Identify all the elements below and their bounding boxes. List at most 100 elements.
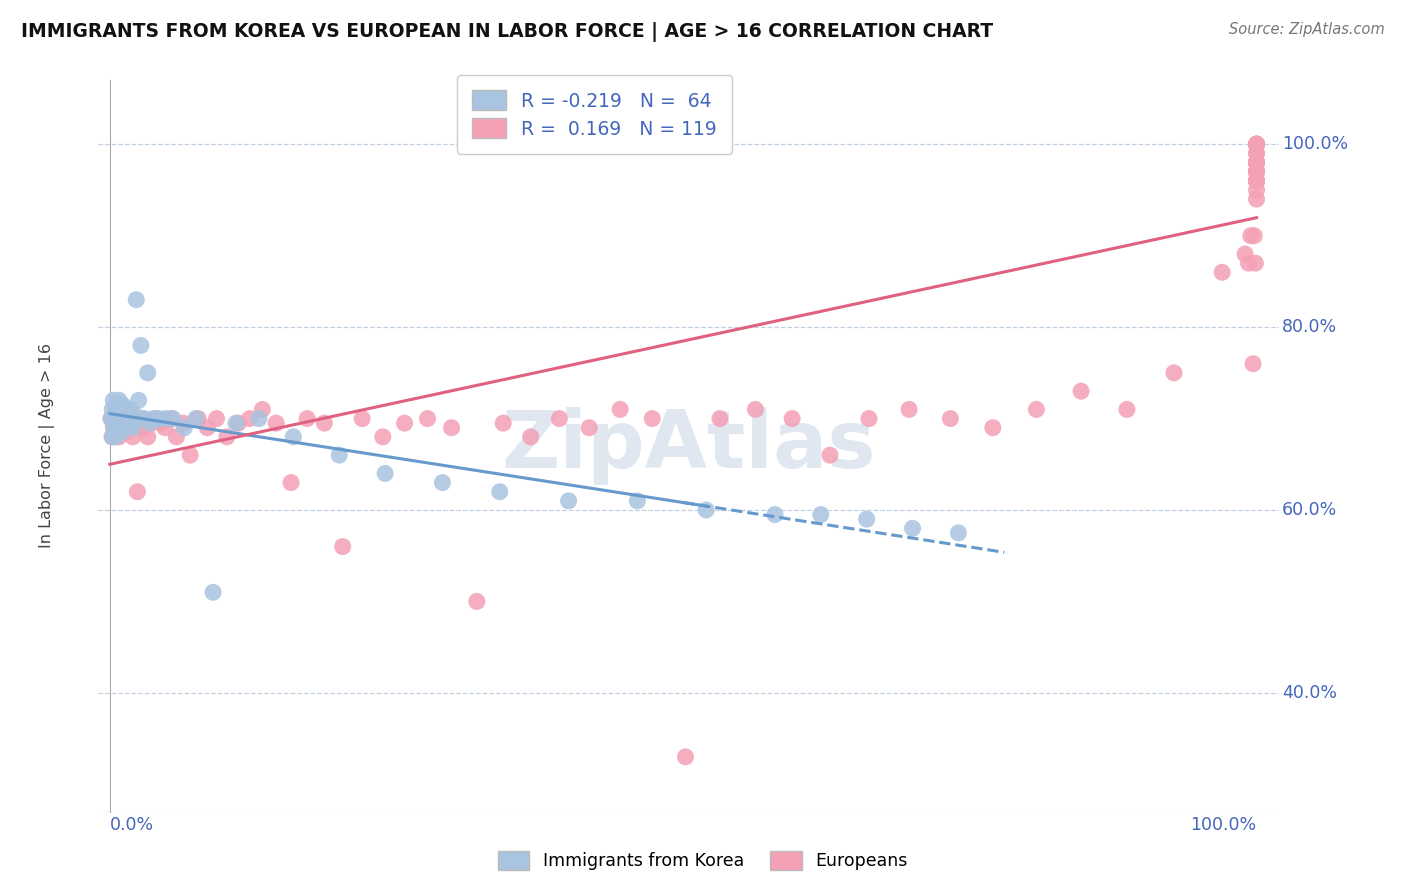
Point [159,411,181,425]
Point [519,430,541,444]
Point [115,411,138,425]
Point [1246,174,1268,188]
Point [1246,146,1268,161]
Point [1211,265,1233,279]
Point [1025,402,1047,417]
Point [432,475,454,490]
Point [100,411,122,425]
Point [115,416,138,430]
Point [1246,155,1268,169]
Point [120,416,142,430]
Point [195,421,218,435]
Point [252,402,274,417]
Point [111,398,134,412]
Point [162,411,184,425]
Point [763,508,786,522]
Point [108,416,131,430]
Point [121,421,143,435]
Point [1246,164,1268,178]
Point [142,411,165,425]
Point [465,594,488,608]
Point [283,430,305,444]
Point [488,484,510,499]
Point [122,407,145,421]
Point [1246,137,1268,152]
Point [1246,183,1268,197]
Point [139,416,162,430]
Text: 60.0%: 60.0% [1282,501,1337,519]
Point [948,525,970,540]
Point [328,448,350,462]
Point [114,411,136,425]
Point [105,421,128,435]
Legend: R = -0.219   N =  64, R =  0.169   N = 119: R = -0.219 N = 64, R = 0.169 N = 119 [457,75,731,153]
Text: 40.0%: 40.0% [1282,684,1337,702]
Point [1246,164,1268,178]
Point [114,425,136,440]
Point [108,411,131,425]
Point [1246,164,1268,178]
Point [115,402,138,417]
Point [202,585,225,599]
Point [1241,357,1264,371]
Point [103,421,125,435]
Point [103,393,125,408]
Point [134,411,156,425]
Point [1246,155,1268,169]
Point [101,430,124,444]
Point [1246,155,1268,169]
Point [1246,164,1268,178]
Point [107,416,129,430]
Point [1246,137,1268,152]
Point [1246,174,1268,188]
Point [394,416,416,430]
Point [1237,256,1260,270]
Point [121,430,143,444]
Point [136,366,159,380]
Point [108,402,131,417]
Text: In Labor Force | Age > 16: In Labor Force | Age > 16 [39,343,55,549]
Point [105,416,128,430]
Point [1246,155,1268,169]
Point [371,430,394,444]
Point [115,416,138,430]
Point [104,411,127,425]
Point [1070,384,1092,398]
Text: Source: ZipAtlas.com: Source: ZipAtlas.com [1229,22,1385,37]
Point [818,448,841,462]
Point [247,411,270,425]
Point [134,421,156,435]
Point [128,416,150,430]
Text: 100.0%: 100.0% [1191,816,1257,834]
Point [103,407,125,421]
Point [709,411,731,425]
Point [118,421,141,435]
Point [1246,137,1268,152]
Point [1244,256,1267,270]
Point [108,430,131,444]
Point [173,421,195,435]
Point [1246,155,1268,169]
Point [1246,174,1268,188]
Point [226,416,249,430]
Point [118,402,141,417]
Point [103,421,125,435]
Point [1240,228,1263,243]
Point [121,416,143,430]
Text: 80.0%: 80.0% [1282,318,1337,336]
Point [124,411,146,425]
Point [225,416,247,430]
Point [114,421,136,435]
Point [107,421,129,435]
Point [131,411,153,425]
Point [352,411,374,425]
Point [1246,164,1268,178]
Point [1246,137,1268,152]
Point [124,411,146,425]
Point [1246,155,1268,169]
Point [153,421,176,435]
Point [1246,137,1268,152]
Point [111,411,134,425]
Point [641,411,664,425]
Point [780,411,803,425]
